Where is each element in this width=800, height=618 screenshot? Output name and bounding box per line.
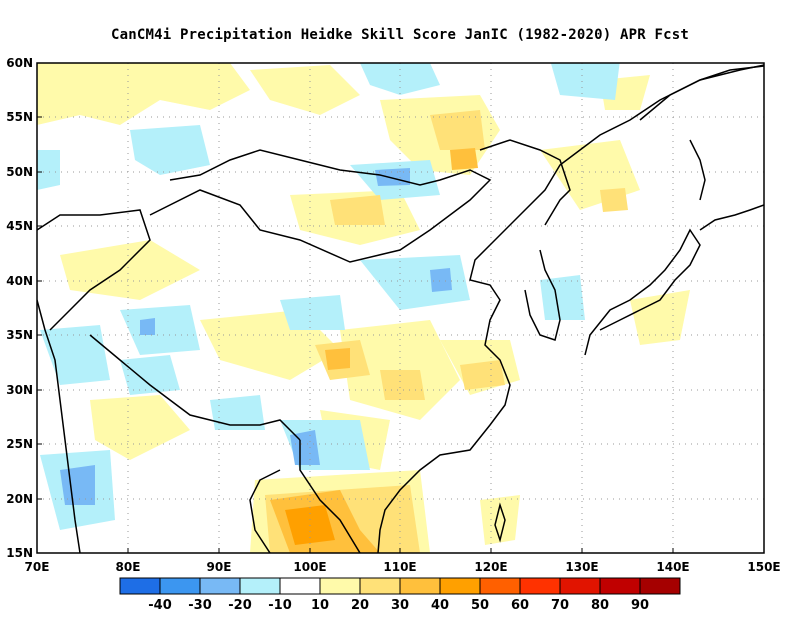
lat-tick-label: 20N (6, 492, 33, 506)
india-tibet-border (89, 334, 301, 441)
colorbar-tick-label: 60 (511, 598, 529, 613)
colorbar-tick-label: -20 (228, 598, 252, 613)
colorbar-tick-label: -40 (148, 598, 172, 613)
lon-tick-label: 80E (116, 560, 141, 574)
colorbar-tick-label: -30 (188, 598, 212, 613)
lat-tick-label: 25N (6, 437, 33, 451)
colorbar-swatch (279, 577, 321, 595)
colorbar (119, 577, 681, 595)
colorbar-tick-label: -10 (268, 598, 292, 613)
lat-tick-label: 60N (6, 56, 33, 70)
longitude-labels: 70E 80E 90E 100E 110E 120E 130E 140E 150… (25, 560, 781, 574)
colorbar-swatch (399, 577, 441, 595)
lon-tick-label: 110E (383, 560, 416, 574)
lon-tick-label: 130E (565, 560, 598, 574)
lon-tick-label: 70E (25, 560, 50, 574)
lat-tick-label: 30N (6, 383, 33, 397)
chart-title: CanCM4i Precipitation Heidke Skill Score… (110, 27, 690, 43)
china-mongolia-border (149, 149, 492, 263)
colorbar-swatch (239, 577, 281, 595)
colorbar-swatch (559, 577, 601, 595)
lat-tick-label: 45N (6, 219, 33, 233)
japan-islands (584, 228, 701, 356)
axis-ticks (37, 116, 674, 553)
lat-tick-label: 50N (6, 165, 33, 179)
colorbar-swatch (359, 577, 401, 595)
colorbar-swatch (639, 577, 681, 595)
colorbar-tick-label: 70 (551, 598, 569, 613)
skill-score-field (37, 63, 690, 553)
colorbar-labels: -40 -30 -20 -10 10 20 30 40 50 60 70 80 … (148, 598, 649, 613)
lat-tick-label: 35N (6, 328, 33, 342)
colorbar-swatch (199, 577, 241, 595)
taiwan (494, 502, 506, 543)
colorbar-tick-label: 40 (431, 598, 449, 613)
colorbar-tick-label: 90 (631, 598, 649, 613)
lon-tick-label: 120E (474, 560, 507, 574)
colorbar-swatch (599, 577, 641, 595)
sakhalin (689, 139, 706, 201)
kamchatka-coast (639, 65, 764, 121)
colorbar-swatch (319, 577, 361, 595)
lon-tick-label: 100E (293, 560, 326, 574)
india-west-coast (37, 299, 81, 553)
hokkaido (699, 204, 764, 231)
map-gridlines (37, 63, 764, 553)
lat-tick-label: 15N (6, 546, 33, 560)
korea-peninsula (524, 249, 561, 341)
indochina-borders (249, 440, 361, 553)
colorbar-swatch (479, 577, 521, 595)
colorbar-tick-label: 20 (351, 598, 369, 613)
lat-tick-label: 40N (6, 274, 33, 288)
latitude-labels: 15N 20N 25N 30N 35N 40N 45N 50N 55N 60N (6, 56, 33, 560)
russia-china-border (479, 139, 571, 226)
lon-tick-label: 150E (747, 560, 780, 574)
colorbar-tick-label: 30 (391, 598, 409, 613)
lat-tick-label: 55N (6, 110, 33, 124)
colorbar-tick-label: 50 (471, 598, 489, 613)
colorbar-swatch (439, 577, 481, 595)
lon-tick-label: 90E (207, 560, 232, 574)
coastlines-and-borders (37, 64, 764, 553)
colorbar-swatch (159, 577, 201, 595)
colorbar-tick-label: 80 (591, 598, 609, 613)
colorbar-swatch (119, 577, 161, 595)
colorbar-swatch (519, 577, 561, 595)
colorbar-tick-label: 10 (311, 598, 329, 613)
east-asia-coastline (377, 64, 764, 553)
lon-tick-label: 140E (656, 560, 689, 574)
central-asia-borders (37, 209, 151, 331)
